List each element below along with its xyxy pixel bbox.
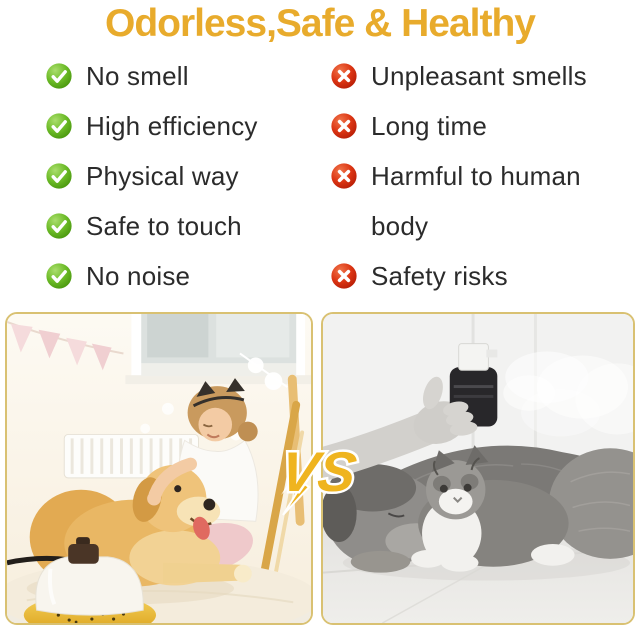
pro-label: No smell — [86, 61, 189, 91]
pro-item: Safe to touch — [46, 201, 311, 251]
pros-list: No smell High efficiency Physical way Sa… — [46, 51, 311, 301]
page-title: Odorless,Safe & Healthy — [105, 2, 536, 45]
con-item: Unpleasant smells — [331, 51, 631, 101]
vs-badge: VS — [279, 425, 361, 517]
check-circle-icon — [46, 63, 72, 89]
cons-list: Unpleasant smells Long time Harmful to h… — [331, 51, 631, 301]
cross-circle-icon — [331, 63, 357, 89]
con-item: Harmful to human body — [331, 151, 631, 251]
con-item: Long time — [331, 101, 631, 151]
right-photo-spray-scene — [321, 312, 635, 625]
pro-label: No noise — [86, 261, 191, 291]
left-photo-flea-trap-scene — [5, 312, 313, 625]
cross-circle-icon — [331, 113, 357, 139]
pro-item: Physical way — [46, 151, 311, 201]
check-circle-icon — [46, 163, 72, 189]
spray-scene-illustration — [323, 314, 633, 623]
pro-item: No smell — [46, 51, 311, 101]
con-label: Long time — [371, 111, 487, 141]
pro-item: No noise — [46, 251, 311, 301]
check-circle-icon — [46, 113, 72, 139]
pro-item: High efficiency — [46, 101, 311, 151]
cross-circle-icon — [331, 163, 357, 189]
vs-label: VS — [279, 440, 360, 503]
con-item: Safety risks — [331, 251, 631, 301]
pro-label: Physical way — [86, 161, 239, 191]
check-circle-icon — [46, 263, 72, 289]
con-label: Safety risks — [371, 261, 508, 291]
check-circle-icon — [46, 213, 72, 239]
cross-circle-icon — [331, 263, 357, 289]
pro-label: High efficiency — [86, 111, 258, 141]
pro-label: Safe to touch — [86, 211, 242, 241]
flea-trap-scene-illustration — [7, 314, 311, 623]
con-label: Harmful to human body — [371, 161, 581, 241]
con-label: Unpleasant smells — [371, 61, 587, 91]
